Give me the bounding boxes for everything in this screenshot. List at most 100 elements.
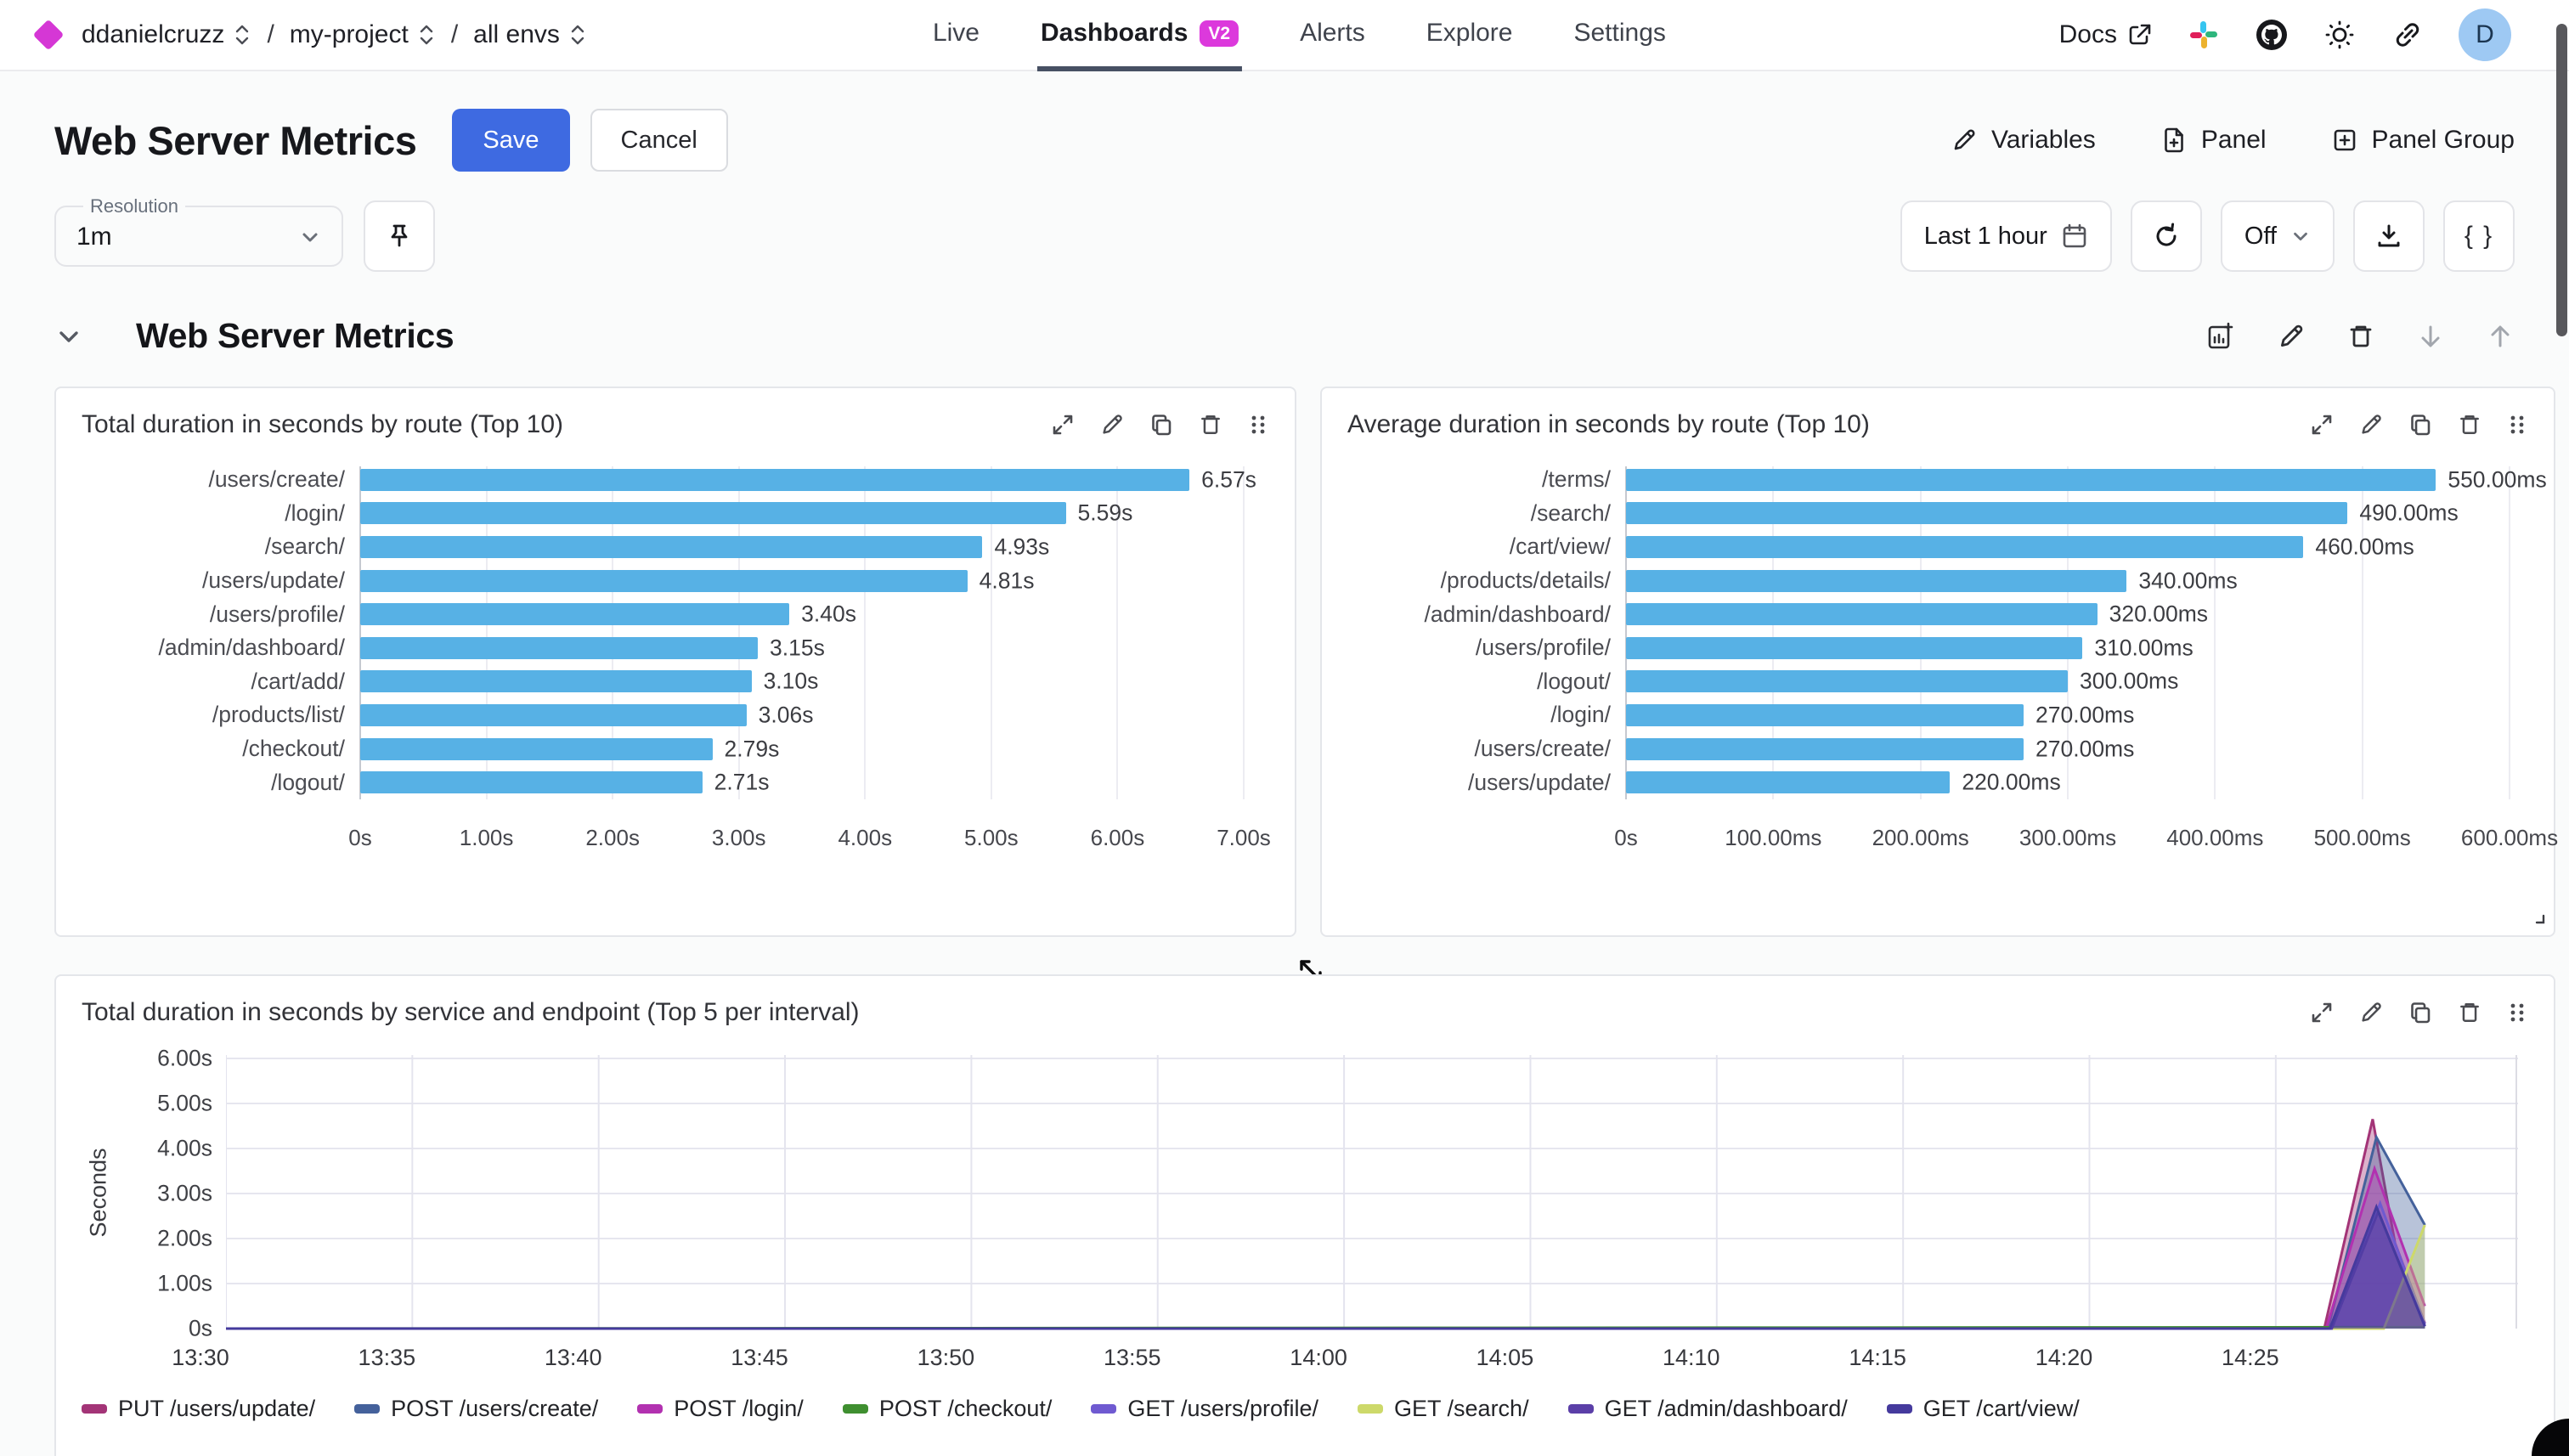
arrow-down-icon[interactable] [2416, 322, 2445, 351]
edit-icon[interactable] [2358, 412, 2384, 437]
resolution-select[interactable]: Resolution 1m [54, 195, 343, 267]
panel-header: Total duration in seconds by service and… [56, 976, 2554, 1044]
bar[interactable]: 4.81s [360, 567, 1034, 593]
save-button[interactable]: Save [452, 109, 570, 172]
bar[interactable]: 550.00ms [1626, 466, 2547, 492]
x-tick-label: 13:50 [917, 1345, 975, 1370]
copy-icon[interactable] [2408, 1000, 2433, 1025]
pencil-icon [1954, 129, 1975, 150]
drag-handle-icon[interactable] [2506, 412, 2528, 437]
bar[interactable]: 2.71s [360, 770, 769, 795]
bar[interactable]: 310.00ms [1626, 635, 2194, 660]
copy-icon[interactable] [1149, 412, 1174, 437]
expand-icon[interactable] [2309, 412, 2335, 437]
legend-item[interactable]: POST /login/ [637, 1396, 804, 1422]
avatar-initial: D [2476, 20, 2494, 48]
timeseries-plot[interactable] [225, 1052, 2518, 1333]
trash-icon[interactable] [2346, 322, 2375, 351]
bar-track: 3.40s [360, 601, 1244, 627]
cancel-button[interactable]: Cancel [590, 109, 728, 172]
bar[interactable]: 6.57s [360, 466, 1256, 492]
variables-button[interactable]: Variables [1951, 126, 2096, 155]
avatar[interactable]: D [2459, 8, 2511, 61]
legend-item[interactable]: GET /admin/dashboard/ [1567, 1396, 1848, 1422]
sun-icon[interactable] [2323, 18, 2357, 52]
link-icon[interactable] [2391, 18, 2425, 52]
add-panel-group-button[interactable]: Panel Group [2331, 126, 2515, 155]
bar[interactable]: 320.00ms [1626, 601, 2208, 627]
expand-icon[interactable] [1050, 412, 1076, 437]
legend-item[interactable]: GET /cart/view/ [1886, 1396, 2080, 1422]
top-nav: ddanielcruzz / my-project / all envs Liv… [0, 0, 2569, 71]
bar[interactable]: 490.00ms [1626, 500, 2459, 526]
panel-resize-handle[interactable] [2530, 909, 2547, 930]
arrow-up-icon[interactable] [2486, 322, 2515, 351]
docs-link[interactable]: Docs [2059, 20, 2153, 49]
external-link-icon [2129, 24, 2151, 45]
edit-icon[interactable] [1099, 412, 1125, 437]
chart-add-icon[interactable] [2205, 321, 2236, 352]
bar-value: 310.00ms [2094, 635, 2194, 661]
breadcrumb-org[interactable]: ddanielcruzz [82, 20, 251, 49]
tab-explore[interactable]: Explore [1423, 0, 1516, 71]
drag-handle-icon[interactable] [2506, 1000, 2528, 1025]
x-tick-label: 7.00s [1217, 824, 1271, 850]
breadcrumb: ddanielcruzz / my-project / all envs [32, 19, 587, 51]
bar-value: 4.93s [994, 533, 1050, 560]
trash-icon[interactable] [2457, 1000, 2482, 1025]
tab-dashboards[interactable]: Dashboards V2 [1036, 0, 1243, 71]
copy-icon[interactable] [2408, 412, 2433, 437]
section-collapse-button[interactable] [54, 322, 83, 351]
bar[interactable]: 3.10s [360, 669, 818, 694]
gridline [612, 466, 614, 799]
time-range-button[interactable]: Last 1 hour [1900, 200, 2112, 272]
json-config-button[interactable]: { } [2443, 200, 2515, 272]
expand-icon[interactable] [2309, 1000, 2335, 1025]
github-icon[interactable] [2255, 18, 2289, 52]
auto-refresh-select[interactable]: Off [2220, 200, 2335, 272]
add-panel-button[interactable]: Panel [2160, 126, 2267, 155]
bar-value: 300.00ms [2080, 668, 2179, 694]
tab-alerts[interactable]: Alerts [1296, 0, 1369, 71]
x-axis: 0s 100.00ms 200.00ms 300.00ms 400.00ms 500.00… [1614, 825, 2558, 862]
bar-track: 4.93s [360, 533, 1244, 559]
refresh-button[interactable] [2130, 200, 2202, 272]
breadcrumb-env[interactable]: all envs [473, 20, 587, 49]
download-button[interactable] [2353, 200, 2425, 272]
bar[interactable]: 5.59s [360, 500, 1132, 526]
breadcrumb-project[interactable]: my-project [290, 20, 436, 49]
bar[interactable]: 3.06s [360, 702, 813, 727]
legend-item[interactable]: GET /users/profile/ [1091, 1396, 1318, 1422]
legend-item[interactable]: POST /users/create/ [354, 1396, 598, 1422]
edit-icon[interactable] [2277, 322, 2306, 351]
grid-layer [1625, 466, 2510, 799]
bar[interactable]: 460.00ms [1626, 533, 2414, 559]
pin-button[interactable] [364, 200, 435, 272]
scrollbar-thumb[interactable] [2556, 24, 2567, 336]
bar-value: 2.71s [714, 769, 770, 795]
bar[interactable]: 270.00ms [1626, 736, 2134, 761]
tab-settings[interactable]: Settings [1570, 0, 1668, 71]
legend-item[interactable]: PUT /users/update/ [82, 1396, 315, 1422]
bar[interactable]: 220.00ms [1626, 770, 2061, 795]
bar[interactable]: 3.40s [360, 601, 856, 627]
bar-track: 550.00ms [1626, 466, 2547, 492]
trash-icon[interactable] [1198, 412, 1223, 437]
bar[interactable]: 2.79s [360, 736, 779, 761]
legend-item[interactable]: POST /checkout/ [842, 1396, 1052, 1422]
tab-live[interactable]: Live [929, 0, 983, 71]
bar[interactable]: 3.15s [360, 635, 825, 660]
y-tick-label: 0s [189, 1315, 212, 1341]
legend-item[interactable]: GET /search/ [1358, 1396, 1529, 1422]
edit-icon[interactable] [2358, 1000, 2384, 1025]
trash-icon[interactable] [2457, 412, 2482, 437]
series-line [226, 1224, 2426, 1330]
bar[interactable]: 300.00ms [1626, 669, 2178, 694]
bar-value: 550.00ms [2448, 466, 2547, 493]
drag-handle-icon[interactable] [1247, 412, 1269, 437]
bar[interactable]: 270.00ms [1626, 702, 2134, 727]
slack-icon[interactable] [2187, 18, 2221, 52]
bar[interactable]: 340.00ms [1626, 567, 2238, 593]
bar[interactable]: 4.93s [360, 533, 1049, 559]
section-header: Web Server Metrics [0, 272, 2569, 356]
